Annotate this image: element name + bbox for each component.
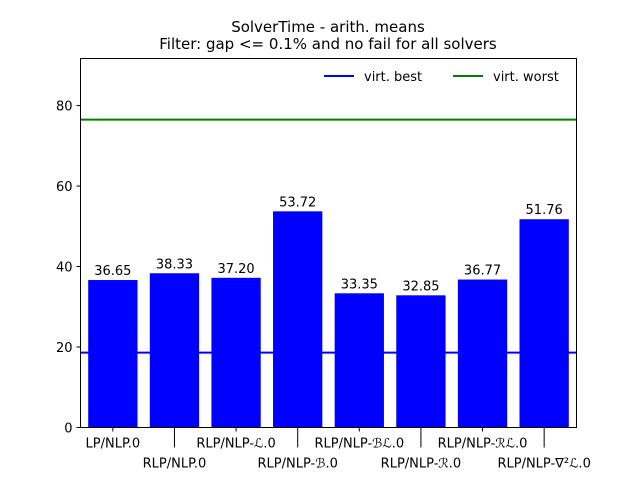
bar-value-label: 33.35 xyxy=(341,277,378,292)
plot-frame xyxy=(80,58,577,428)
x-tick-label: RLP/NLP-ℬ.0 xyxy=(258,457,338,472)
bar xyxy=(519,219,569,428)
x-tick-label: RLP/NLP-∇²ℒ.0 xyxy=(497,457,590,472)
bar-value-label: 38.33 xyxy=(156,257,193,272)
legend-label-virt-best: virt. best xyxy=(364,70,422,85)
bar xyxy=(149,273,200,428)
bar xyxy=(88,280,138,428)
y-tick-label: 20 xyxy=(56,341,73,356)
chart-title: SolverTime - arith. means xyxy=(231,18,425,36)
bar-value-label: 36.65 xyxy=(94,264,131,279)
x-tick-label: RLP/NLP-ℛℒ.0 xyxy=(438,437,528,452)
y-tick-label: 40 xyxy=(56,261,73,276)
bar-value-label: 36.77 xyxy=(464,264,501,279)
legend-label-virt-worst: virt. worst xyxy=(493,70,559,85)
bar-value-label: 53.72 xyxy=(279,195,316,210)
bar-value-label: 32.85 xyxy=(402,279,439,294)
chart-subtitle: Filter: gap <= 0.1% and no fail for all … xyxy=(159,35,497,53)
legend: virt. best virt. worst xyxy=(324,70,559,85)
bar-value-label: 37.20 xyxy=(217,262,254,277)
bar xyxy=(334,293,384,428)
x-tick-label: RLP/NLP.0 xyxy=(143,457,207,472)
y-tick-label: 60 xyxy=(56,180,73,195)
y-tick-label: 0 xyxy=(64,422,72,437)
x-tick-label: RLP/NLP-ℒ.0 xyxy=(196,437,275,452)
bar xyxy=(396,295,446,428)
x-tick-label: RLP/NLP-ℛ.0 xyxy=(381,457,461,472)
x-tick-label: RLP/NLP-ℬℒ.0 xyxy=(314,437,404,452)
y-tick-label: 80 xyxy=(56,100,73,115)
bar-value-label: 51.76 xyxy=(526,203,563,218)
bar xyxy=(273,211,323,428)
x-tick-label: LP/NLP.0 xyxy=(86,437,141,452)
